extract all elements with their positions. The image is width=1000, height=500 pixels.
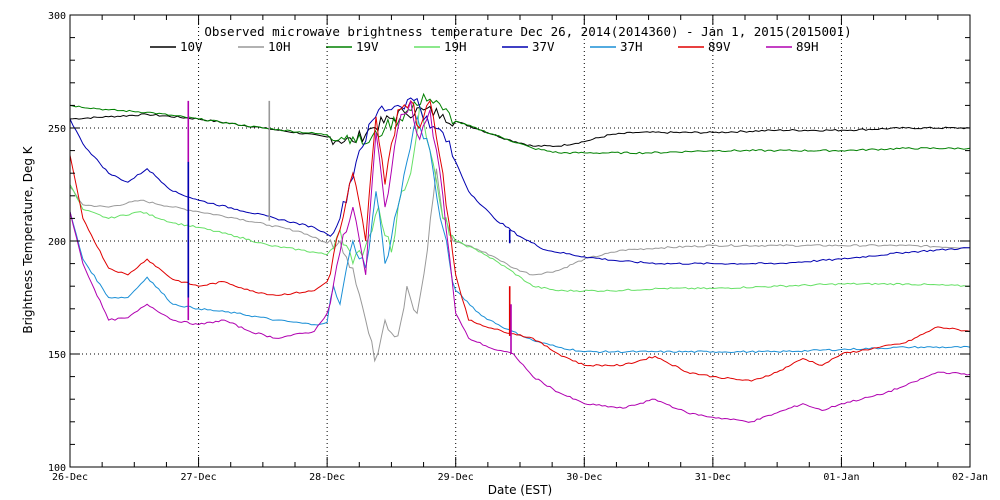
series-line-37h bbox=[69, 114, 971, 354]
y-axis-label: Brightness Temperature, Deg K bbox=[21, 145, 35, 333]
x-tick-label-26-dec: 26-Dec bbox=[52, 472, 88, 483]
x-tick-label-01-jan: 01-Jan bbox=[823, 472, 859, 483]
series-line-10v bbox=[69, 105, 971, 148]
plot-area bbox=[69, 92, 971, 423]
series-line-89h bbox=[69, 100, 971, 423]
series-line-37v bbox=[69, 97, 970, 265]
grid bbox=[70, 15, 970, 467]
series-line-19v bbox=[69, 92, 971, 155]
y-tick-label-300: 300 bbox=[48, 11, 66, 22]
y-tick-label-100: 100 bbox=[48, 463, 66, 474]
x-tick-label-30-dec: 30-Dec bbox=[566, 472, 602, 483]
legend-label-37h: 37H bbox=[620, 39, 643, 54]
y-tick-label-150: 150 bbox=[48, 350, 66, 361]
x-axis-label: Date (EST) bbox=[488, 483, 552, 497]
legend-label-37v: 37V bbox=[532, 39, 555, 54]
legend-label-19h: 19H bbox=[444, 39, 467, 54]
y-axis: 100 150 200 250 300 bbox=[48, 11, 970, 474]
legend-label-19v: 19V bbox=[356, 39, 379, 54]
series-line-89v bbox=[69, 99, 971, 382]
x-axis: 26-Dec 27-Dec 28-Dec 29-Dec 30-Dec 31-Dec 01-J… bbox=[52, 15, 988, 483]
x-tick-label-28-dec: 28-Dec bbox=[309, 472, 345, 483]
y-tick-label-250: 250 bbox=[48, 124, 66, 135]
series-line-19h bbox=[69, 105, 971, 293]
chart-title: Observed microwave brightness temperatur… bbox=[204, 24, 851, 39]
legend-label-89v: 89V bbox=[708, 39, 731, 54]
series-line-10h bbox=[69, 168, 971, 363]
legend-label-89h: 89H bbox=[796, 39, 819, 54]
legend-label-10h: 10H bbox=[268, 39, 291, 54]
x-tick-label-31-dec: 31-Dec bbox=[695, 472, 731, 483]
x-tick-label-29-dec: 29-Dec bbox=[438, 472, 474, 483]
legend-label-10v: 10V bbox=[180, 39, 203, 54]
x-tick-label-27-dec: 27-Dec bbox=[181, 472, 217, 483]
y-tick-label-200: 200 bbox=[48, 237, 66, 248]
x-tick-label-02-jan: 02-Jan bbox=[952, 472, 988, 483]
legend: 10V 10H 19V 19H 37V 37H 89V 89H bbox=[150, 39, 819, 54]
